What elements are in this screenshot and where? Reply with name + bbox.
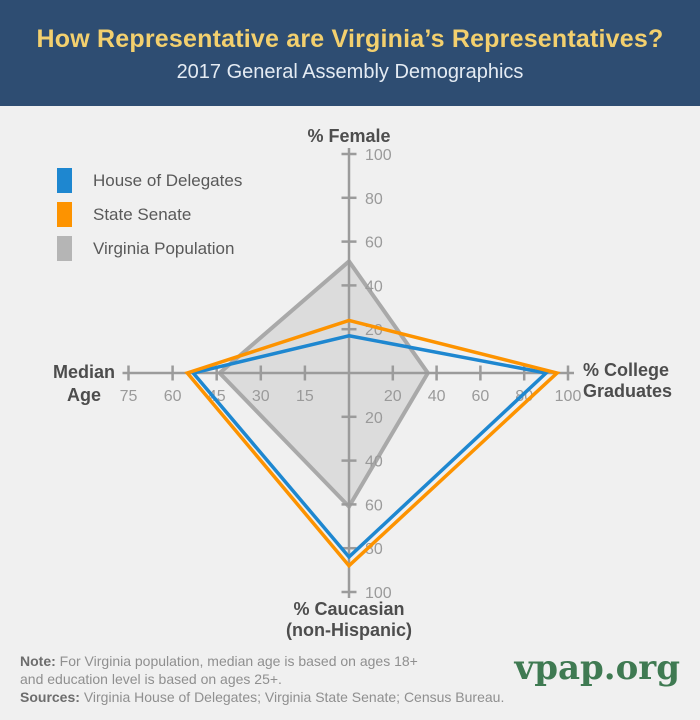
page-title: How Representative are Virginia’s Repres… [36, 24, 664, 53]
chart-legend: House of Delegates State Senate Virginia… [57, 168, 242, 270]
series-polygon-state-senate [184, 318, 561, 569]
tick-label-median_age-60: 60 [164, 388, 182, 405]
tick-label-college-100: 100 [555, 388, 582, 405]
sources-line: Sources: Virginia House of Delegates; Vi… [20, 688, 504, 706]
note-text: For Virginia population, median age is b… [59, 653, 418, 669]
axis-title-line: Graduates [583, 381, 673, 401]
sources-label: Sources: [20, 689, 80, 705]
tick-label-college-20: 20 [384, 388, 402, 405]
vpap-logo[interactable]: vpap.org [514, 648, 680, 688]
axis-title-line: Median [52, 362, 115, 382]
axis-title-line: (non-Hispanic) [286, 620, 412, 640]
tick-label-caucasian-20: 20 [365, 410, 383, 427]
axis-title-line: Age [66, 385, 101, 405]
header-banner: How Representative are Virginia’s Repres… [0, 0, 700, 106]
series-polygon-house-of-delegates [190, 333, 550, 560]
tick-label-caucasian-40: 40 [365, 454, 383, 471]
legend-label: House of Delegates [93, 170, 243, 190]
axis-title-female: % Female [307, 126, 391, 146]
legend-item-house-of-delegates: House of Delegates [57, 168, 242, 193]
filled-series-layer [216, 258, 431, 510]
tick-label-college-60: 60 [472, 388, 490, 405]
legend-item-state-senate: State Senate [57, 202, 242, 227]
axis-title-median-age: Median Age [34, 361, 134, 407]
tick-label-caucasian-100: 100 [365, 585, 392, 602]
tick-label-median_age-15: 15 [296, 388, 314, 405]
page-subtitle: 2017 General Assembly Demographics [176, 60, 524, 83]
axis-title-line: % College [583, 360, 670, 380]
virginia-population-swatch-icon [57, 236, 72, 261]
tick-label-female-80: 80 [365, 191, 383, 208]
note-line: and education level is based on ages 25+… [20, 671, 282, 687]
footnote: Note: For Virginia population, median ag… [20, 652, 504, 706]
legend-item-virginia-population: Virginia Population [57, 236, 242, 261]
tick-label-college-40: 40 [428, 388, 446, 405]
tick-label-female-40: 40 [365, 278, 383, 295]
axis-title-line: % Caucasian [293, 599, 405, 619]
series-polygon-virginia-population [216, 258, 431, 510]
tick-label-female-100: 100 [365, 147, 392, 164]
tick-label-female-60: 60 [365, 235, 383, 252]
tick-label-caucasian-60: 60 [365, 497, 383, 514]
legend-label: Virginia Population [93, 238, 235, 258]
axis-title-caucasian: % Caucasian (non-Hispanic) [249, 599, 449, 641]
axis-title-college-graduates: % College Graduates [583, 360, 672, 402]
sources-text: Virginia House of Delegates; Virginia St… [83, 689, 505, 705]
tick-label-median_age-75: 75 [120, 388, 138, 405]
line-series-layer [184, 318, 561, 569]
state-senate-swatch-icon [57, 202, 72, 227]
legend-label: State Senate [93, 204, 192, 224]
note-label: Note: [20, 653, 56, 669]
note-line: Note: For Virginia population, median ag… [20, 652, 504, 670]
tick-label-median_age-30: 30 [252, 388, 270, 405]
house-of-delegates-swatch-icon [57, 168, 72, 193]
